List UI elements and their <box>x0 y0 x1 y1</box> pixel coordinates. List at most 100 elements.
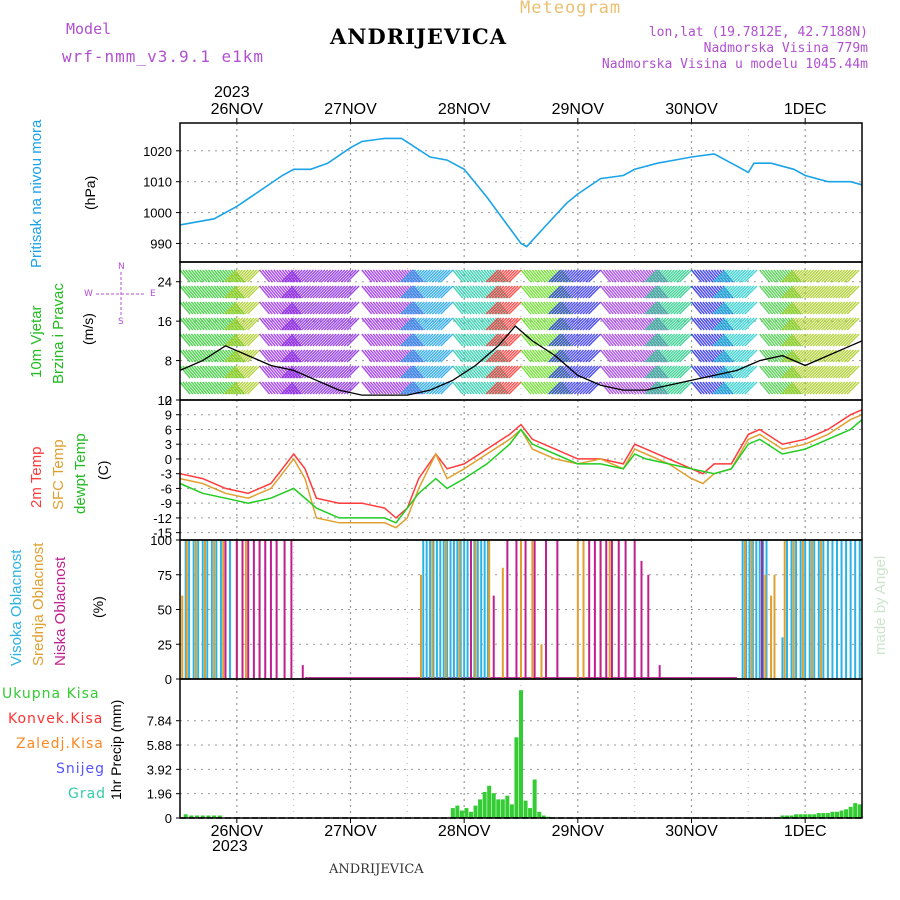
wind-barb <box>278 333 290 347</box>
wind-barb <box>735 301 749 315</box>
wind-barb <box>659 381 673 395</box>
wind-barb <box>776 365 788 379</box>
wind-barb <box>571 349 585 363</box>
wind-barb <box>361 301 373 315</box>
wind-barb <box>804 301 818 315</box>
wind-barb <box>431 285 445 299</box>
wind-barb <box>715 269 729 283</box>
wind-barb <box>642 381 654 395</box>
wind-barb <box>767 269 779 283</box>
wind-barb <box>792 301 806 315</box>
wind-barb <box>185 269 197 283</box>
wind-barb <box>431 365 445 379</box>
wind-barb <box>818 365 832 379</box>
wind-barb <box>571 269 585 283</box>
x-tick-label-bottom: 27NOV <box>324 823 377 840</box>
wind-barb <box>375 317 387 331</box>
wind-barb <box>289 269 303 283</box>
wind-barb <box>378 333 390 347</box>
wind-barb <box>267 381 279 395</box>
wind-barb <box>185 381 197 395</box>
wind-barb <box>414 333 428 347</box>
wind-barb <box>232 301 246 315</box>
precip-bar <box>478 799 483 818</box>
wind-barb <box>642 317 654 331</box>
wind-barb <box>497 349 511 363</box>
wind-barb <box>466 301 478 315</box>
wind-barb <box>653 349 667 363</box>
wind-barb <box>395 365 407 379</box>
wind-barb <box>384 317 396 331</box>
wind-barb <box>838 317 852 331</box>
wind-barb <box>278 269 290 283</box>
wind-barb <box>823 333 837 347</box>
wind-barb <box>818 301 832 315</box>
wind-barb <box>702 317 714 331</box>
wind-barb <box>276 285 288 299</box>
wind-barb <box>699 381 711 395</box>
wind-barb <box>715 381 729 395</box>
wind-barb <box>259 317 271 331</box>
wind-barb <box>631 349 643 363</box>
wind-barb <box>664 269 678 283</box>
wind-barb <box>466 381 478 395</box>
wind-barb <box>764 365 776 379</box>
wind-barb <box>364 317 376 331</box>
wind-barb <box>762 285 774 299</box>
wind-barb <box>730 269 744 283</box>
x-tick-label-top: 30NOV <box>665 101 718 118</box>
wind-barb <box>843 381 857 395</box>
precip-bar <box>844 809 849 818</box>
wind-barb <box>460 285 472 299</box>
wind-barb <box>628 349 640 363</box>
wind-barb <box>437 381 451 395</box>
wind-barb <box>301 301 315 315</box>
precip-bar <box>848 806 853 818</box>
wind-barb <box>306 301 320 315</box>
wind-barb <box>281 349 295 363</box>
wind-barb <box>426 381 440 395</box>
wind-barb <box>303 349 317 363</box>
wind-barb <box>210 269 222 283</box>
wind-barb <box>423 301 437 315</box>
wind-barb <box>585 349 599 363</box>
wind-barb <box>835 269 849 283</box>
wind-barb <box>546 381 558 395</box>
wind-barb <box>502 285 516 299</box>
wind-barb <box>199 381 211 395</box>
wind-barb <box>273 365 285 379</box>
wind-barb <box>185 349 197 363</box>
wind-barb <box>403 381 417 395</box>
wind-barb <box>179 317 191 331</box>
wind-barb <box>670 381 684 395</box>
wind-barb <box>398 333 410 347</box>
wind-barb <box>531 333 543 347</box>
wind-barb <box>315 333 329 347</box>
wind-barb <box>264 301 276 315</box>
wind-barb <box>326 349 340 363</box>
wind-barb <box>667 365 681 379</box>
wind-barb <box>579 365 593 379</box>
wind-barb <box>784 301 798 315</box>
wind-barb <box>835 301 849 315</box>
wind-barb <box>361 365 373 379</box>
wind-barb <box>289 349 303 363</box>
wind-barb <box>505 381 519 395</box>
wind-barb <box>338 301 351 315</box>
wind-barb <box>499 269 513 283</box>
wind-barb <box>727 317 741 331</box>
wind-barb <box>647 269 661 283</box>
wind-barb <box>224 301 238 315</box>
wind-barb <box>386 381 398 395</box>
wind-barb <box>508 285 522 299</box>
wind-barb <box>264 365 276 379</box>
wind-barb <box>457 301 470 315</box>
wind-barb <box>232 381 246 395</box>
wind-barb <box>187 349 200 363</box>
wind-barb <box>573 349 587 363</box>
wind-barb <box>406 349 420 363</box>
wind-barb <box>821 301 835 315</box>
wind-barb <box>281 301 295 315</box>
wind-barb <box>776 285 788 299</box>
wind-barb <box>463 269 475 283</box>
